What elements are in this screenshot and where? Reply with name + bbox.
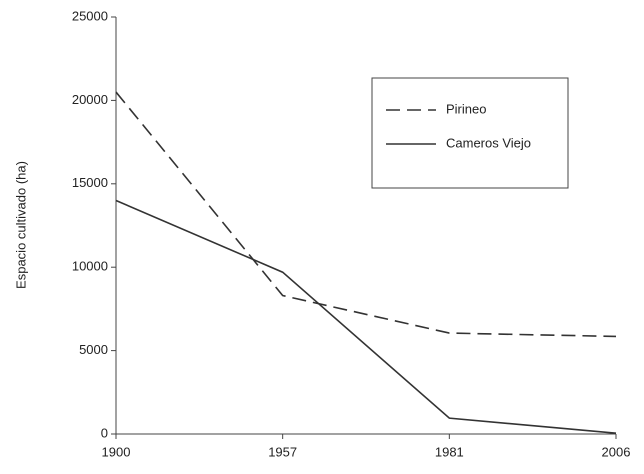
y-tick-label: 20000 (72, 92, 108, 107)
y-axis-label: Espacio cultivado (ha) (13, 161, 28, 289)
y-tick-label: 10000 (72, 259, 108, 274)
y-tick-label: 15000 (72, 175, 108, 190)
legend-label: Pirineo (446, 101, 486, 116)
y-tick-label: 5000 (79, 342, 108, 357)
y-tick-label: 0 (101, 425, 108, 440)
x-tick-label: 1900 (102, 444, 131, 459)
series-line (115, 91, 617, 338)
legend-box (371, 77, 569, 189)
x-tick-label: 1957 (268, 444, 297, 459)
x-tick-label: 2006 (602, 444, 631, 459)
x-tick-label: 1981 (435, 444, 464, 459)
y-tick-label: 25000 (72, 8, 108, 23)
series-line (115, 199, 617, 434)
legend-label: Cameros Viejo (446, 135, 531, 150)
